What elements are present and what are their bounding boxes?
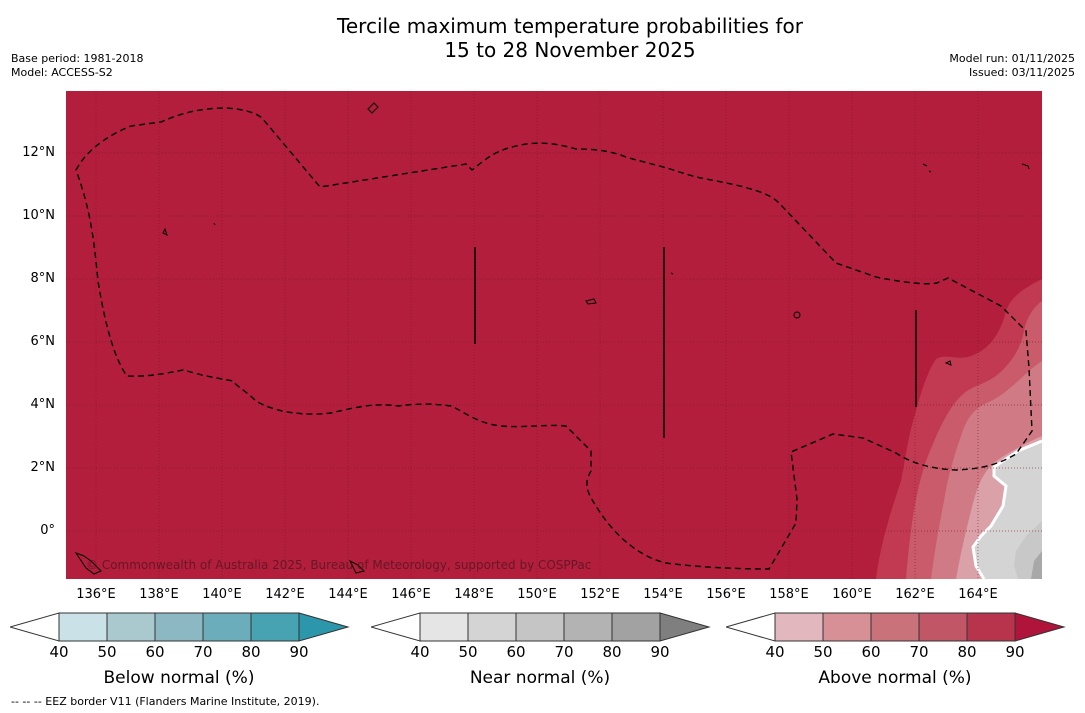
lat-tick-6n: 6°N: [30, 334, 56, 349]
colorbar-below-tick-90: 90: [289, 643, 309, 661]
map-svg[interactable]: [66, 91, 1042, 579]
colorbar-below-extend-low: [10, 612, 60, 642]
lon-tick-148e: 148°E: [454, 587, 494, 602]
near-normal-70-zone: [1031, 551, 1042, 579]
colorbar-below-tick-50: 50: [97, 643, 117, 661]
colorbar-below-tick-60: 60: [145, 643, 165, 661]
colorbar-above-bin-1: [774, 612, 824, 642]
colorbar-near-tick-50: 50: [458, 643, 478, 661]
colorbar-above-bin-2: [822, 612, 872, 642]
lon-tick-156e: 156°E: [706, 587, 746, 602]
colorbar-near-bin-4: [563, 612, 613, 642]
colorbar-above-tick-70: 70: [909, 643, 929, 661]
lat-tick-10n: 10°N: [22, 208, 55, 223]
copyright-notice: © Commonwealth of Australia 2025, Bureau…: [86, 558, 592, 572]
colorbar-above-bin-3: [870, 612, 920, 642]
lat-tick-4n: 4°N: [30, 397, 56, 412]
colorbar-near-bin-5: [611, 612, 661, 642]
colorbar-above-bin-4: [918, 612, 968, 642]
colorbar-below-extend-high: [298, 612, 350, 642]
colorbar-below-bin-2: [106, 612, 156, 642]
colorbar-above-extend-high: [1014, 612, 1066, 642]
lon-tick-142e: 142°E: [265, 587, 305, 602]
colorbar-near-extend-low: [371, 612, 421, 642]
lon-tick-138e: 138°E: [139, 587, 179, 602]
meta-left: Base period: 1981-2018 Model: ACCESS-S2: [11, 52, 143, 80]
colorbar-below-bin-5: [250, 612, 300, 642]
colorbar-near-tick-90: 90: [650, 643, 670, 661]
title-line-2: 15 to 28 November 2025: [444, 38, 696, 62]
colorbar-above-normal: [726, 612, 1066, 642]
lon-tick-158e: 158°E: [769, 587, 809, 602]
lon-tick-160e: 160°E: [832, 587, 872, 602]
colorbar-near-tick-80: 80: [602, 643, 622, 661]
colorbar-below-normal: [10, 612, 350, 642]
lat-tick-12n: 12°N: [22, 145, 55, 160]
colorbar-near-normal: [371, 612, 711, 642]
colorbar-near-title: Near normal (%): [469, 668, 611, 688]
eez-border: [75, 107, 1033, 570]
lat-tick-0: 0°: [40, 523, 55, 538]
colorbar-near-bin-2: [467, 612, 517, 642]
base-period: Base period: 1981-2018: [11, 52, 144, 65]
colorbar-below-bin-3: [154, 612, 204, 642]
colorbar-below-bin-1: [58, 612, 108, 642]
lon-tick-144e: 144°E: [328, 587, 368, 602]
colorbar-above-tick-80: 80: [957, 643, 977, 661]
eez-footnote: -- -- -- EEZ border V11 (Flanders Marine…: [11, 695, 320, 708]
colorbar-above-extend-low: [726, 612, 776, 642]
lon-tick-140e: 140°E: [202, 587, 242, 602]
colorbar-above-bin-5: [966, 612, 1016, 642]
lat-tick-8n: 8°N: [30, 271, 56, 286]
lon-tick-150e: 150°E: [517, 587, 557, 602]
map-title: Tercile maximum temperature probabilitie…: [0, 14, 1085, 62]
colorbar-near-bin-1: [419, 612, 469, 642]
above-90-background: [66, 91, 1042, 579]
colorbar-below-tick-70: 70: [193, 643, 213, 661]
meta-right: Model run: 01/11/2025 Issued: 03/11/2025: [949, 52, 1075, 80]
lon-tick-146e: 146°E: [391, 587, 431, 602]
colorbar-near-bin-3: [515, 612, 565, 642]
lat-tick-2n: 2°N: [30, 460, 56, 475]
issued-date: Issued: 03/11/2025: [968, 66, 1075, 79]
model-run: Model run: 01/11/2025: [949, 52, 1075, 65]
island-chain-lines: [474, 247, 917, 438]
colorbar-near-tick-60: 60: [506, 643, 526, 661]
lon-tick-152e: 152°E: [580, 587, 620, 602]
colorbar-below-bin-4: [202, 612, 252, 642]
map-panel[interactable]: [66, 91, 1042, 579]
colorbar-above-title: Above normal (%): [818, 668, 972, 688]
title-line-1: Tercile maximum temperature probabilitie…: [337, 14, 803, 38]
lon-tick-162e: 162°E: [895, 587, 935, 602]
colorbar-above-tick-90: 90: [1005, 643, 1025, 661]
graticule-grid: [66, 91, 1042, 579]
model-name: Model: ACCESS-S2: [11, 66, 113, 79]
colorbar-below-title: Below normal (%): [103, 668, 255, 688]
lon-tick-136e: 136°E: [76, 587, 116, 602]
colorbar-below-tick-40: 40: [49, 643, 69, 661]
lon-tick-164e: 164°E: [958, 587, 998, 602]
islands: [74, 102, 1030, 575]
colorbar-above-tick-50: 50: [813, 643, 833, 661]
colorbar-above-tick-40: 40: [765, 643, 785, 661]
lon-tick-154e: 154°E: [643, 587, 683, 602]
colorbar-near-extend-high: [659, 612, 711, 642]
colorbar-below-tick-80: 80: [241, 643, 261, 661]
colorbar-near-tick-70: 70: [554, 643, 574, 661]
colorbar-near-tick-40: 40: [410, 643, 430, 661]
colorbar-above-tick-60: 60: [861, 643, 881, 661]
